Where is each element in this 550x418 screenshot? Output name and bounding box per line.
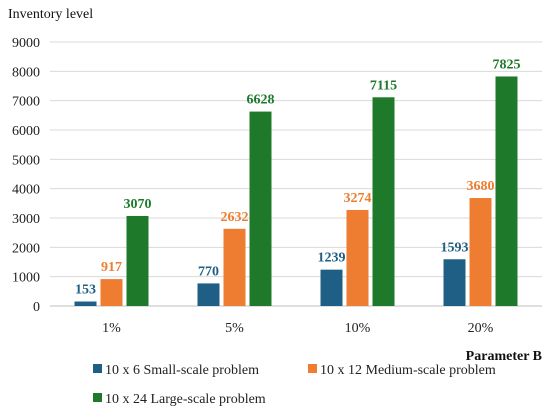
data-label: 7115 (370, 78, 397, 93)
data-label: 3070 (124, 197, 152, 212)
gridlines (50, 41, 542, 307)
bar (223, 228, 246, 306)
legend-swatch (93, 364, 102, 373)
legend-entry: 10 x 24 Large-scale problem (105, 392, 266, 407)
data-label: 770 (198, 264, 219, 279)
y-tick-labels: 0 1000 2000 3000 4000 5000 6000 7000 8000 9000 (12, 36, 40, 315)
legend: 10 x 6 Small-scale problem 10 x 12 Medium… (93, 363, 496, 407)
data-label: 3680 (467, 179, 495, 194)
data-label: 1593 (441, 240, 469, 255)
x-axis-title: Parameter B (466, 349, 542, 364)
bar (197, 283, 220, 306)
data-labels: 153 917 3070 770 2632 6628 1239 3274 7115 1593 368… (75, 57, 521, 297)
category-label: 5% (225, 321, 244, 336)
data-label: 3274 (344, 191, 372, 206)
y-tick-label: 4000 (12, 183, 40, 198)
bars (74, 76, 518, 306)
bar (100, 279, 123, 306)
y-tick-label: 2000 (12, 241, 40, 256)
y-axis-title: Inventory level (8, 7, 93, 22)
legend-swatch (308, 364, 317, 373)
legend-swatch (93, 393, 102, 402)
category-label: 10% (345, 321, 371, 336)
y-tick-label: 1000 (12, 271, 40, 286)
data-label: 2632 (221, 210, 249, 225)
data-label: 917 (101, 260, 122, 275)
legend-entry: 10 x 12 Medium-scale problem (320, 363, 496, 378)
bar (320, 269, 343, 306)
bar (469, 198, 492, 306)
legend-entry: 10 x 6 Small-scale problem (105, 363, 259, 378)
y-tick-label: 6000 (12, 124, 40, 139)
bar (346, 209, 369, 306)
y-tick-label: 3000 (12, 212, 40, 227)
bar (249, 111, 272, 306)
bar (74, 301, 97, 306)
data-label: 7825 (493, 57, 521, 72)
data-label: 1239 (318, 251, 346, 266)
category-label: 20% (468, 321, 494, 336)
y-tick-label: 8000 (12, 65, 40, 80)
data-label: 6628 (247, 93, 275, 108)
bar (372, 97, 395, 306)
category-labels: 1% 5% 10% 20% (102, 321, 494, 336)
data-label: 153 (75, 283, 96, 298)
bar (443, 259, 466, 306)
category-label: 1% (102, 321, 121, 336)
bar (126, 215, 149, 306)
y-tick-label: 7000 (12, 95, 40, 110)
y-tick-label: 5000 (12, 153, 40, 168)
y-tick-label: 9000 (12, 36, 40, 51)
y-tick-label: 0 (33, 300, 40, 315)
bar (495, 76, 518, 306)
